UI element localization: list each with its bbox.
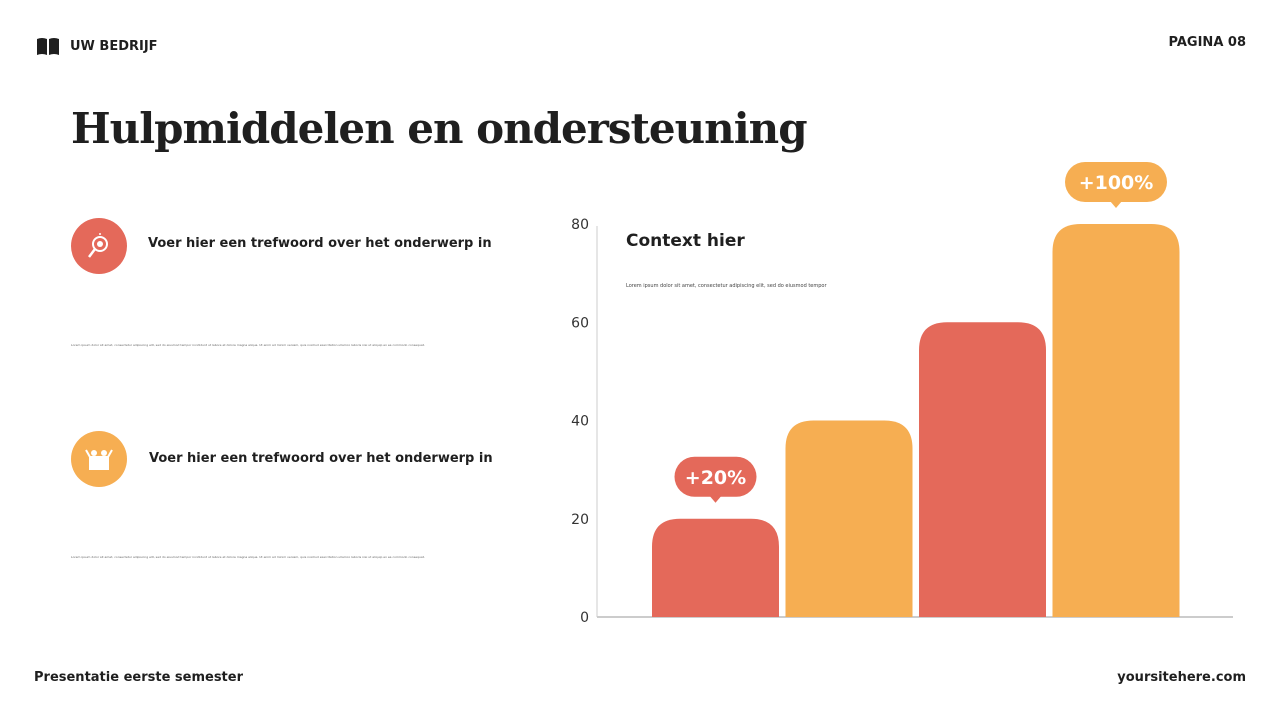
- list-item: [71, 431, 127, 487]
- chart-title: Context hier: [626, 231, 745, 251]
- annotation-pointer: [709, 495, 722, 503]
- bar-3: [919, 322, 1046, 617]
- y-tick-label: 0: [580, 610, 589, 626]
- magnifier-target-icon: [71, 218, 127, 274]
- y-tick-label: 80: [571, 217, 589, 233]
- annotation-pointer: [1110, 201, 1122, 208]
- y-tick-label: 40: [571, 414, 589, 430]
- keyword-2: Voer hier een trefwoord over het onderwe…: [149, 451, 493, 466]
- brand-name: UW BEDRIJF: [70, 38, 158, 54]
- annotation-label: +20%: [685, 467, 746, 489]
- footer-left: Presentatie eerste semester: [34, 670, 244, 685]
- description-2: Lorem ipsum dolor sit amet, consectetur …: [71, 555, 425, 559]
- y-tick-label: 20: [571, 512, 589, 528]
- page-title: Hulpmiddelen en ondersteuning: [71, 104, 808, 153]
- annotation-bubble: [674, 456, 757, 497]
- keyword-1: Voer hier een trefwoord over het onderwe…: [148, 236, 492, 251]
- brand: UW BEDRIJF: [36, 36, 158, 56]
- chart-subtitle: Lorem ipsum dolor sit amet, consectetur …: [626, 283, 827, 289]
- book-icon: [37, 38, 59, 55]
- annotation-bubble: [1065, 162, 1167, 202]
- people-cheering-icon: [71, 431, 127, 487]
- bar-4: [1052, 224, 1180, 617]
- description-1: Lorem ipsum dolor sit amet, consectetur …: [71, 343, 425, 347]
- list-item: [71, 218, 127, 274]
- bar-1: [652, 518, 779, 617]
- page-number: PAGINA 08: [1168, 35, 1246, 50]
- y-tick-label: 60: [571, 315, 589, 331]
- annotation-label: +100%: [1079, 172, 1154, 194]
- bar-2: [785, 420, 913, 617]
- footer-right: yoursitehere.com: [1117, 670, 1246, 685]
